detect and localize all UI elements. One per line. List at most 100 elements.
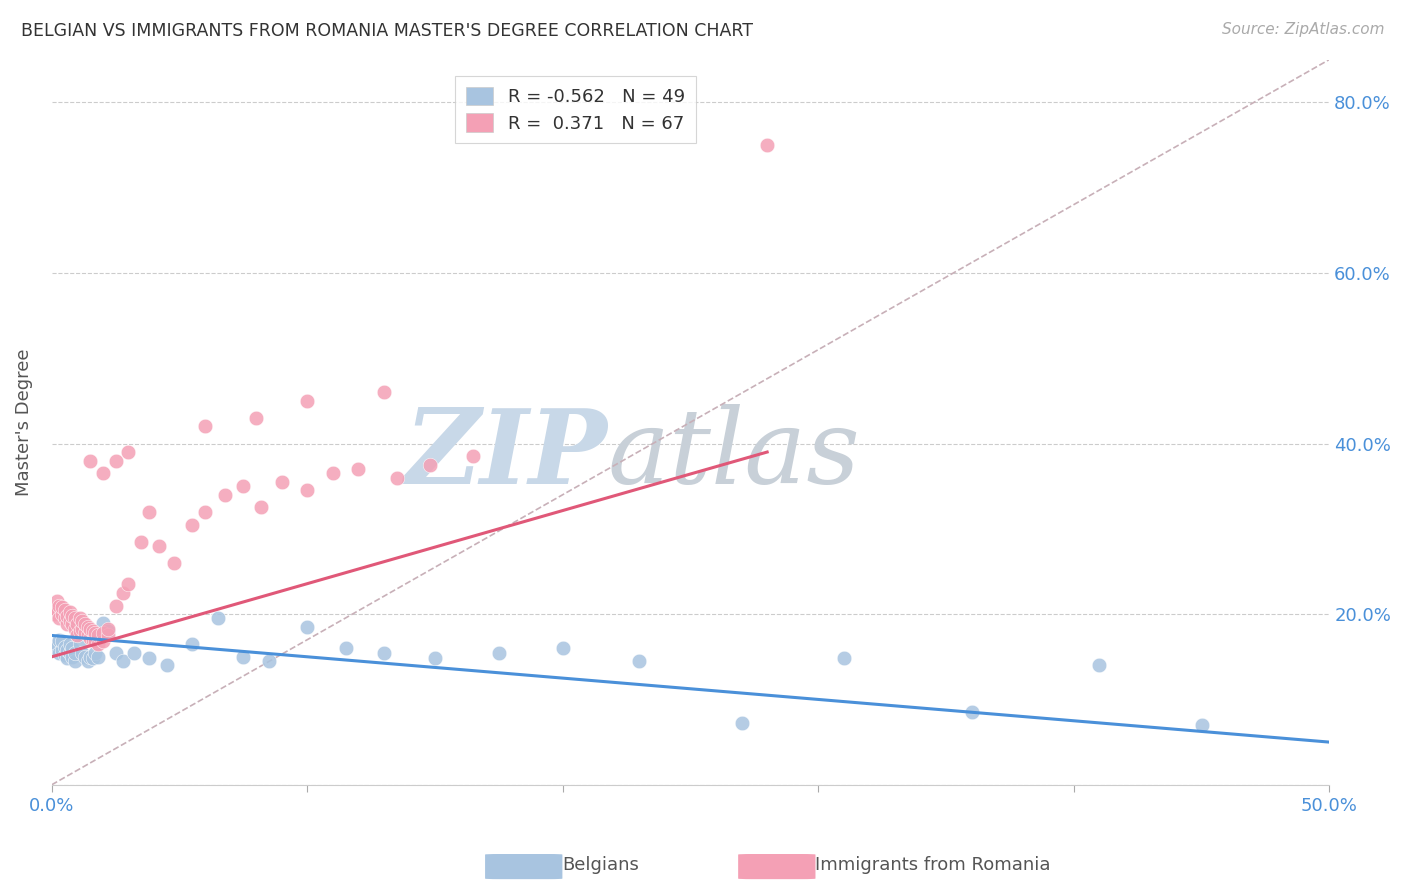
Point bbox=[97, 623, 120, 637]
Point bbox=[97, 628, 120, 642]
Text: Immigrants from Romania: Immigrants from Romania bbox=[815, 856, 1050, 874]
Point bbox=[44, 641, 66, 656]
Point bbox=[347, 462, 370, 476]
Legend: R = -0.562   N = 49, R =  0.371   N = 67: R = -0.562 N = 49, R = 0.371 N = 67 bbox=[456, 76, 696, 144]
Point bbox=[194, 505, 217, 519]
Point bbox=[82, 632, 104, 647]
Point bbox=[322, 467, 344, 481]
Point bbox=[73, 617, 96, 632]
Point bbox=[59, 614, 82, 628]
Point bbox=[960, 705, 983, 719]
Point bbox=[72, 623, 94, 637]
Point bbox=[79, 649, 101, 664]
Point bbox=[194, 419, 217, 434]
Point bbox=[232, 649, 254, 664]
Point bbox=[104, 646, 127, 660]
Point bbox=[84, 626, 107, 640]
Point bbox=[45, 594, 67, 608]
Point bbox=[832, 651, 855, 665]
Point bbox=[297, 393, 319, 408]
Point bbox=[87, 628, 110, 642]
Point bbox=[297, 483, 319, 498]
Point bbox=[112, 654, 135, 668]
Point bbox=[60, 641, 83, 656]
Point bbox=[48, 632, 70, 647]
Text: Source: ZipAtlas.com: Source: ZipAtlas.com bbox=[1222, 22, 1385, 37]
Point bbox=[56, 643, 79, 657]
Point bbox=[82, 624, 104, 639]
Point bbox=[1191, 718, 1213, 732]
FancyBboxPatch shape bbox=[738, 854, 815, 880]
Point bbox=[53, 611, 76, 625]
Point bbox=[51, 600, 73, 615]
Point bbox=[51, 607, 73, 621]
Point bbox=[51, 634, 73, 648]
Text: atlas: atlas bbox=[607, 404, 860, 506]
Point bbox=[63, 611, 86, 625]
Point bbox=[91, 634, 114, 648]
Point bbox=[63, 623, 86, 637]
Point bbox=[59, 606, 82, 620]
Point bbox=[1088, 658, 1111, 673]
Point bbox=[250, 500, 273, 515]
Point bbox=[84, 634, 107, 648]
Point bbox=[66, 620, 89, 634]
FancyBboxPatch shape bbox=[485, 854, 562, 880]
Point bbox=[72, 614, 94, 628]
Point bbox=[385, 470, 408, 484]
Point bbox=[69, 637, 91, 651]
Point bbox=[72, 646, 94, 660]
Point bbox=[756, 137, 779, 152]
Point bbox=[66, 617, 89, 632]
Point bbox=[148, 539, 170, 553]
Point bbox=[104, 599, 127, 613]
Text: Belgians: Belgians bbox=[562, 856, 640, 874]
Point bbox=[84, 646, 107, 660]
Point bbox=[48, 599, 70, 613]
Point bbox=[138, 651, 160, 665]
Point bbox=[79, 631, 101, 645]
Point bbox=[53, 603, 76, 617]
Point bbox=[79, 623, 101, 637]
Point bbox=[48, 646, 70, 660]
Point bbox=[56, 651, 79, 665]
Point bbox=[117, 577, 139, 591]
Point bbox=[423, 651, 446, 665]
Point bbox=[53, 648, 76, 662]
Point bbox=[48, 611, 70, 625]
Point bbox=[56, 608, 79, 623]
Point bbox=[44, 607, 66, 621]
Point bbox=[97, 624, 120, 639]
Point bbox=[66, 628, 89, 642]
Point bbox=[60, 608, 83, 623]
Point bbox=[628, 654, 651, 668]
Point bbox=[373, 385, 395, 400]
Text: BELGIAN VS IMMIGRANTS FROM ROMANIA MASTER'S DEGREE CORRELATION CHART: BELGIAN VS IMMIGRANTS FROM ROMANIA MASTE… bbox=[21, 22, 754, 40]
Point bbox=[104, 453, 127, 467]
Point bbox=[73, 649, 96, 664]
Point bbox=[270, 475, 292, 489]
Point bbox=[129, 534, 152, 549]
Point bbox=[181, 637, 204, 651]
Point bbox=[63, 654, 86, 668]
Point bbox=[69, 611, 91, 625]
Point bbox=[56, 617, 79, 632]
Point bbox=[60, 649, 83, 664]
Text: ZIP: ZIP bbox=[405, 404, 607, 506]
Point bbox=[488, 646, 510, 660]
Point bbox=[207, 611, 229, 625]
Point bbox=[163, 556, 186, 570]
Y-axis label: Master's Degree: Master's Degree bbox=[15, 349, 32, 496]
Point bbox=[91, 615, 114, 630]
Point bbox=[463, 450, 485, 464]
Point bbox=[257, 654, 280, 668]
Point bbox=[76, 620, 98, 634]
Point bbox=[335, 641, 357, 656]
Point bbox=[76, 628, 98, 642]
Point bbox=[373, 646, 395, 660]
Point bbox=[59, 637, 82, 651]
Point bbox=[156, 658, 179, 673]
Point bbox=[232, 479, 254, 493]
Point bbox=[245, 411, 267, 425]
Point bbox=[66, 628, 89, 642]
